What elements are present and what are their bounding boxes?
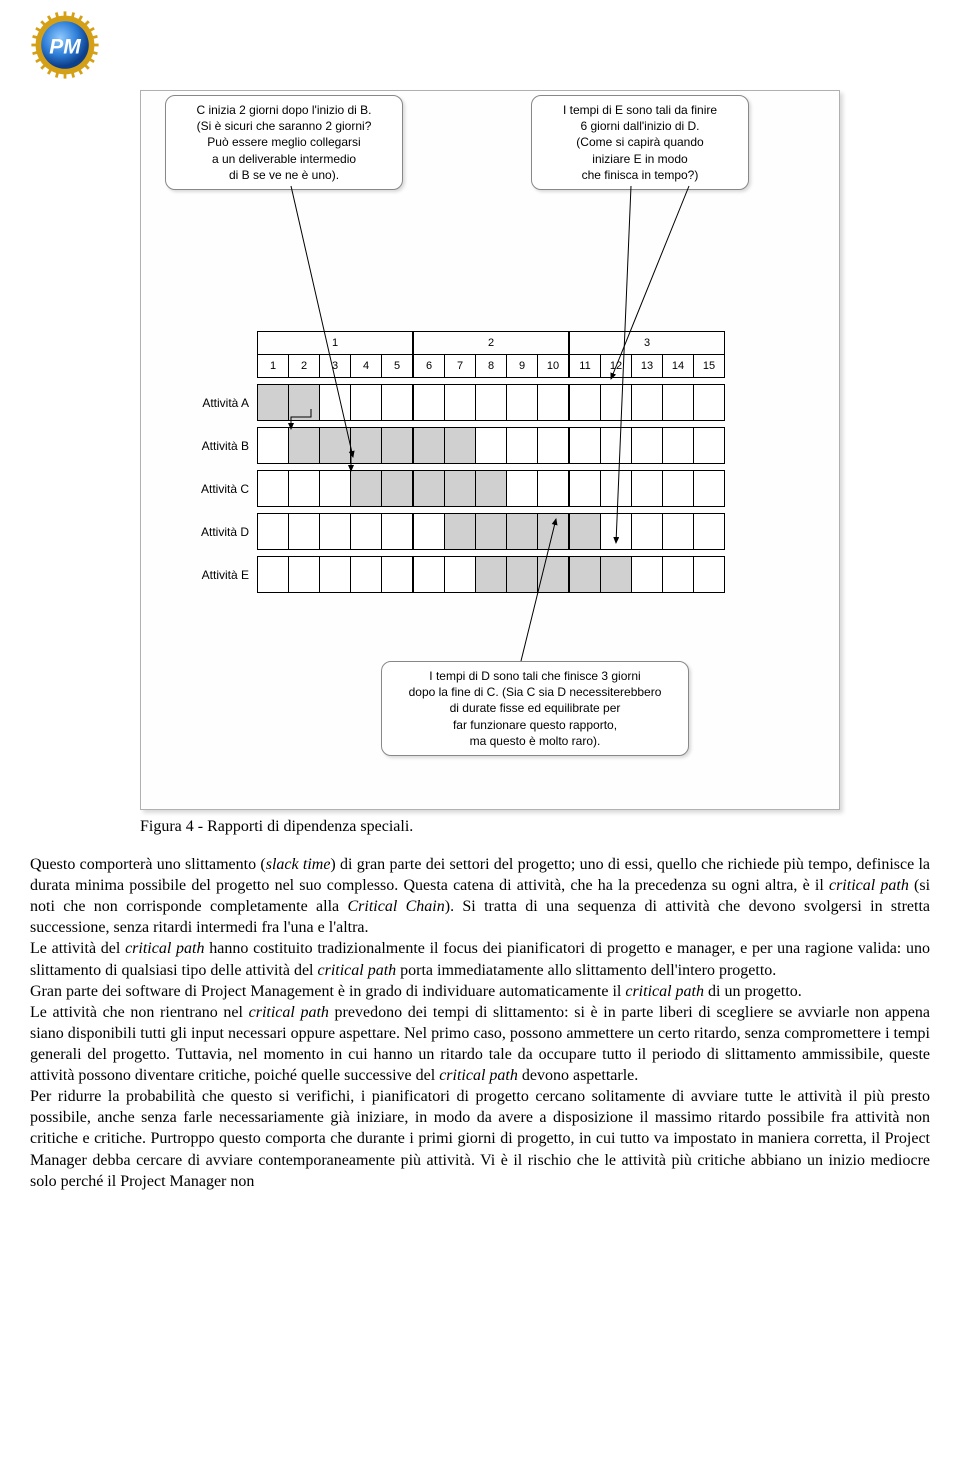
callout-right: I tempi di E sono tali da finire6 giorni…	[531, 95, 749, 190]
gantt-row-label: Attività E	[171, 557, 258, 593]
callout-left: C inizia 2 giorni dopo l'inizio di B.(Si…	[165, 95, 403, 190]
gantt-row-label: Attività D	[171, 514, 258, 550]
gantt-chart: 123123456789101112131415Attività AAttivi…	[171, 331, 725, 593]
gantt-row-label: Attività A	[171, 385, 258, 421]
svg-text:PM: PM	[49, 35, 81, 58]
figure-caption: Figura 4 - Rapporti di dipendenza specia…	[140, 818, 930, 836]
body-text: Questo comporterà uno slittamento (slack…	[30, 854, 930, 1192]
callout-bottom: I tempi di D sono tali che finisce 3 gio…	[381, 661, 689, 756]
gantt-row-label: Attività C	[171, 471, 258, 507]
logo-badge: PM	[30, 10, 100, 80]
figure-4: C inizia 2 giorni dopo l'inizio di B.(Si…	[140, 90, 840, 810]
gantt-row-label: Attività B	[171, 428, 258, 464]
